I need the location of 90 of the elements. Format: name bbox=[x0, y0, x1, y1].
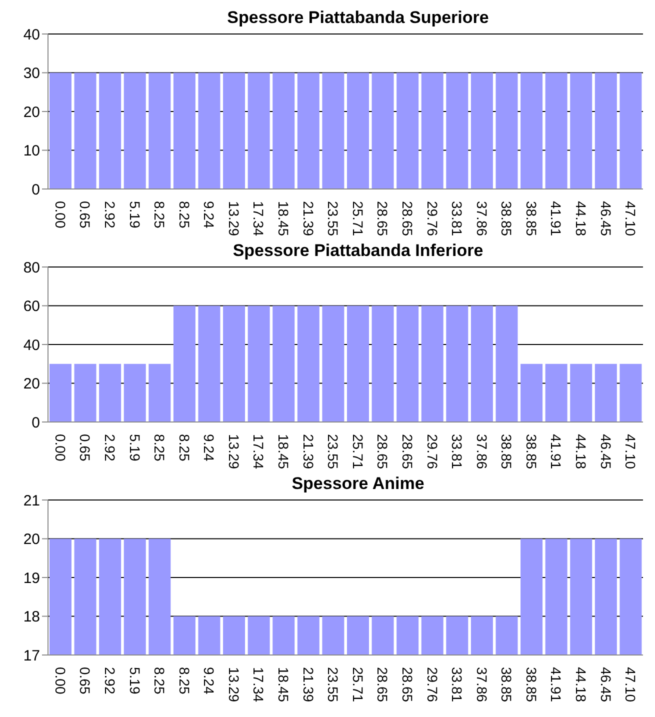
x-tick-label: 8.25 bbox=[176, 201, 192, 228]
x-tick-label: 9.24 bbox=[201, 434, 218, 462]
y-tick-label: 40 bbox=[23, 336, 40, 354]
x-tick-label: 8.25 bbox=[152, 434, 168, 462]
x-tick-label: 28.65 bbox=[399, 434, 416, 470]
y-tick-label: 10 bbox=[23, 142, 40, 160]
x-tick-label: 38.85 bbox=[498, 667, 515, 702]
x-tick-label: 0.00 bbox=[52, 667, 68, 694]
chart-title: Spessore Anime bbox=[290, 474, 426, 494]
x-tick-label: 25.71 bbox=[350, 201, 366, 236]
x-tick-label: 44.18 bbox=[573, 667, 590, 702]
x-tick-label: 28.65 bbox=[399, 201, 416, 236]
x-tick-label: 47.10 bbox=[622, 667, 639, 702]
x-tick-label: 33.81 bbox=[449, 434, 466, 470]
x-tick-label: 23.55 bbox=[325, 667, 342, 702]
x-tick-label: 0.65 bbox=[77, 667, 94, 694]
x-tick-label: 13.29 bbox=[226, 667, 242, 702]
x-tick-label: 0.00 bbox=[52, 201, 68, 228]
x-tick-label: 29.76 bbox=[424, 434, 440, 470]
x-tick-label: 13.29 bbox=[226, 434, 242, 470]
x-tick-label: 41.91 bbox=[548, 201, 564, 236]
x-tick-label: 47.10 bbox=[622, 201, 639, 236]
y-tick-label: 40 bbox=[23, 26, 40, 44]
x-tick-label: 38.85 bbox=[523, 434, 540, 470]
x-tick-label: 44.18 bbox=[573, 434, 590, 470]
x-tick-label: 23.55 bbox=[325, 201, 342, 236]
x-tick-label: 5.19 bbox=[126, 201, 143, 228]
y-tick-label: 0 bbox=[32, 414, 40, 432]
x-tick-label: 37.86 bbox=[474, 201, 490, 236]
x-tick-label: 46.45 bbox=[598, 201, 614, 236]
x-tick-label: 8.25 bbox=[152, 667, 168, 694]
y-tick-label: 80 bbox=[23, 259, 40, 276]
x-tick-label: 17.34 bbox=[250, 201, 267, 236]
x-tick-label: 44.18 bbox=[573, 201, 590, 236]
x-tick-label: 37.86 bbox=[474, 434, 490, 470]
y-tick-label: 20 bbox=[23, 104, 40, 121]
x-tick-label: 47.10 bbox=[622, 434, 639, 470]
x-tick-label: 41.91 bbox=[548, 667, 564, 702]
x-tick-label: 38.85 bbox=[498, 434, 515, 470]
x-tick-label: 46.45 bbox=[598, 667, 614, 702]
x-tick-label: 8.25 bbox=[176, 667, 192, 694]
y-tick-label: 20 bbox=[23, 531, 40, 548]
x-tick-label: 8.25 bbox=[152, 201, 168, 228]
x-tick-label: 46.45 bbox=[598, 434, 614, 470]
y-tick-label: 21 bbox=[23, 492, 40, 510]
x-tick-label: 25.71 bbox=[350, 667, 366, 702]
x-tick-label: 2.92 bbox=[102, 434, 118, 462]
x-tick-label: 29.76 bbox=[424, 667, 440, 702]
chart-title: Spessore Piattabanda Inferiore bbox=[232, 241, 484, 261]
y-tick-label: 20 bbox=[23, 376, 40, 393]
x-tick-label: 2.92 bbox=[102, 201, 118, 228]
x-tick-label: 33.81 bbox=[449, 201, 466, 236]
x-tick-label: 18.45 bbox=[276, 434, 292, 470]
x-tick-label: 18.45 bbox=[276, 667, 292, 702]
y-tick-label: 18 bbox=[23, 608, 40, 626]
y-tick-label: 0 bbox=[32, 181, 40, 198]
x-tick-label: 5.19 bbox=[126, 434, 143, 462]
x-tick-label: 18.45 bbox=[276, 201, 292, 236]
x-tick-label: 9.24 bbox=[201, 667, 218, 694]
x-tick-label: 0.65 bbox=[77, 434, 94, 462]
x-tick-label: 21.39 bbox=[300, 201, 316, 236]
x-tick-label: 0.65 bbox=[77, 201, 94, 228]
x-tick-label: 28.65 bbox=[374, 201, 391, 236]
y-tick-label: 30 bbox=[23, 65, 40, 82]
x-tick-label: 28.65 bbox=[399, 667, 416, 702]
x-tick-label: 29.76 bbox=[424, 201, 440, 236]
x-tick-label: 0.00 bbox=[52, 434, 68, 462]
x-tick-label: 21.39 bbox=[300, 667, 316, 702]
x-tick-label: 25.71 bbox=[350, 434, 366, 470]
x-tick-label: 28.65 bbox=[374, 667, 391, 702]
x-tick-label: 38.85 bbox=[523, 201, 540, 236]
x-tick-label: 38.85 bbox=[523, 667, 540, 702]
x-tick-label: 37.86 bbox=[474, 667, 490, 702]
x-tick-label: 9.24 bbox=[201, 201, 218, 228]
x-tick-label: 33.81 bbox=[449, 667, 466, 702]
x-tick-label: 17.34 bbox=[250, 667, 267, 702]
x-tick-label: 21.39 bbox=[300, 434, 316, 470]
x-tick-label: 41.91 bbox=[548, 434, 564, 470]
chart-title: Spessore Piattabanda Superiore bbox=[226, 8, 490, 28]
x-tick-label: 8.25 bbox=[176, 434, 192, 462]
x-tick-label: 38.85 bbox=[498, 201, 515, 236]
x-tick-label: 13.29 bbox=[226, 201, 242, 236]
y-tick-label: 60 bbox=[23, 298, 40, 316]
y-tick-label: 17 bbox=[23, 647, 40, 664]
y-tick-label: 19 bbox=[23, 570, 40, 587]
x-tick-label: 5.19 bbox=[126, 667, 143, 694]
x-tick-label: 28.65 bbox=[374, 434, 391, 470]
x-tick-label: 23.55 bbox=[325, 434, 342, 470]
x-tick-label: 17.34 bbox=[250, 434, 267, 470]
x-tick-label: 2.92 bbox=[102, 667, 118, 694]
